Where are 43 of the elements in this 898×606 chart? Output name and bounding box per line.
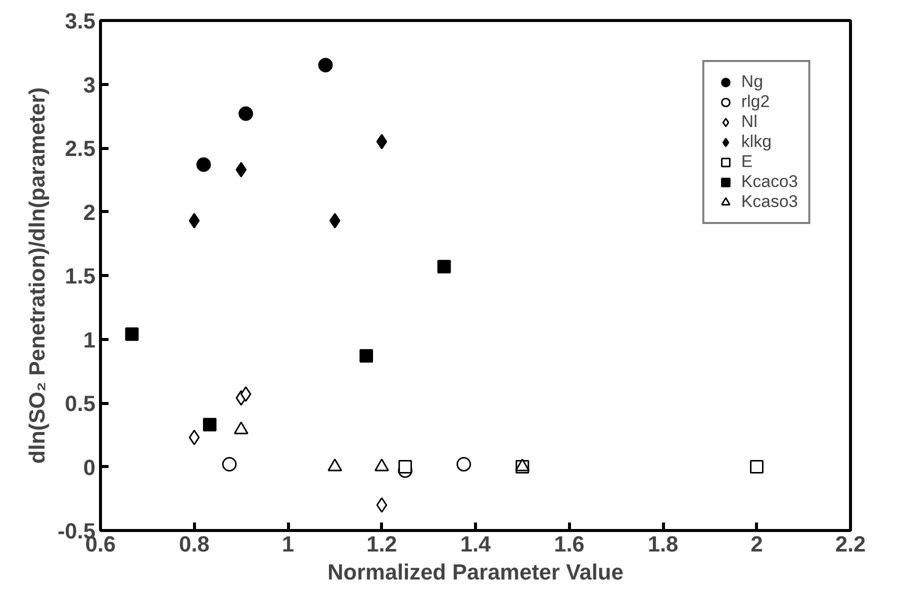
point — [398, 460, 412, 474]
point — [360, 349, 374, 363]
point — [125, 327, 139, 341]
point — [376, 497, 388, 513]
legend-label: Ng — [741, 72, 764, 92]
point — [188, 212, 200, 228]
y-tick-label: 2 — [83, 200, 96, 225]
x-tick-label: 1.2 — [366, 532, 398, 556]
legend-label: klkg — [741, 132, 772, 152]
x-tick-label: 1.6 — [554, 532, 585, 556]
legend-label: Kcaso3 — [741, 192, 798, 212]
point — [750, 460, 764, 474]
y-tick-label: 3.5 — [64, 8, 96, 34]
legend-label: rlg2 — [741, 92, 770, 112]
point — [437, 260, 451, 274]
point — [202, 418, 216, 432]
x-tick-label: 0.8 — [178, 532, 210, 556]
legend-label: E — [741, 152, 754, 172]
point — [238, 106, 254, 121]
point — [196, 157, 211, 172]
y-axis-title: dln(SO₂ Penetration)/dln(parameter) — [24, 87, 50, 464]
x-tick-label: 2 — [750, 532, 763, 556]
point — [188, 430, 200, 446]
y-tick-label: 0.5 — [64, 391, 96, 416]
point — [456, 456, 472, 472]
y-tick-label: 1 — [83, 327, 96, 352]
point — [318, 58, 333, 72]
y-tick-label: 3 — [83, 72, 96, 98]
point — [222, 456, 237, 472]
legend-label: Nl — [741, 112, 758, 132]
x-tick-label: 1 — [282, 532, 294, 556]
x-tick-label: 2.2 — [835, 532, 866, 556]
x-tick-label: 1.4 — [460, 532, 492, 556]
x-tick-label: 1.8 — [648, 532, 678, 556]
point — [236, 162, 247, 178]
y-tick-label: 1.5 — [64, 264, 96, 288]
point — [329, 212, 340, 228]
y-tick-label: 0 — [83, 454, 96, 480]
y-tick-label: 2.5 — [64, 136, 96, 161]
x-axis-title: Normalized Parameter Value — [328, 560, 624, 584]
legend-label: Kcaco3 — [741, 172, 798, 192]
point — [376, 134, 388, 150]
point — [240, 386, 252, 402]
